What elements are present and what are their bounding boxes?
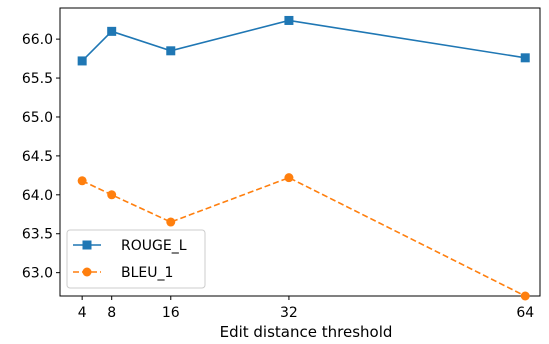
y-tick-label: 66.0: [22, 32, 53, 48]
bleu-1-point: [520, 291, 530, 301]
rouge-l-point: [77, 56, 87, 66]
plot-frame: [59, 7, 541, 297]
y-axis-ticks: 63.0 63.5 64.0 64.5 65.0 65.5 66.0: [22, 32, 60, 282]
x-axis-title: Edit distance threshold: [220, 323, 393, 341]
x-tick-label: 32: [280, 305, 298, 321]
rouge-l-point: [520, 53, 530, 63]
x-tick-label: 4: [78, 305, 87, 321]
bleu-1-point: [284, 173, 294, 183]
legend-bleu-1-label: BLEU_1: [121, 265, 173, 281]
legend: ROUGE_L BLEU_1: [66, 229, 206, 289]
y-tick-label: 64.5: [22, 149, 53, 165]
x-tick-label: 16: [162, 305, 180, 321]
bleu-1-point: [166, 217, 176, 227]
rouge-l-line: [81, 19, 526, 62]
legend-box: [66, 229, 206, 289]
x-tick-label: 8: [107, 305, 116, 321]
series-layer: [77, 15, 530, 301]
y-tick-label: 64.0: [22, 188, 53, 204]
legend-bleu-1-marker: [82, 267, 92, 277]
rouge-l-point: [166, 46, 176, 56]
y-tick-label: 63.5: [22, 227, 53, 243]
y-tick-label: 65.0: [22, 110, 53, 126]
rouge-l-point: [107, 26, 117, 36]
x-axis-ticks: 4 8 16 32 64: [78, 296, 534, 321]
rouge-l-point: [284, 15, 294, 25]
legend-rouge-l-marker: [82, 240, 92, 250]
y-tick-label: 65.5: [22, 71, 53, 87]
bleu-1-point: [107, 190, 117, 200]
x-tick-label: 64: [516, 305, 534, 321]
legend-rouge-l-label: ROUGE_L: [121, 238, 187, 254]
bleu-1-line: [81, 176, 526, 297]
bleu-1-point: [77, 176, 87, 186]
y-tick-label: 63.0: [22, 266, 53, 282]
